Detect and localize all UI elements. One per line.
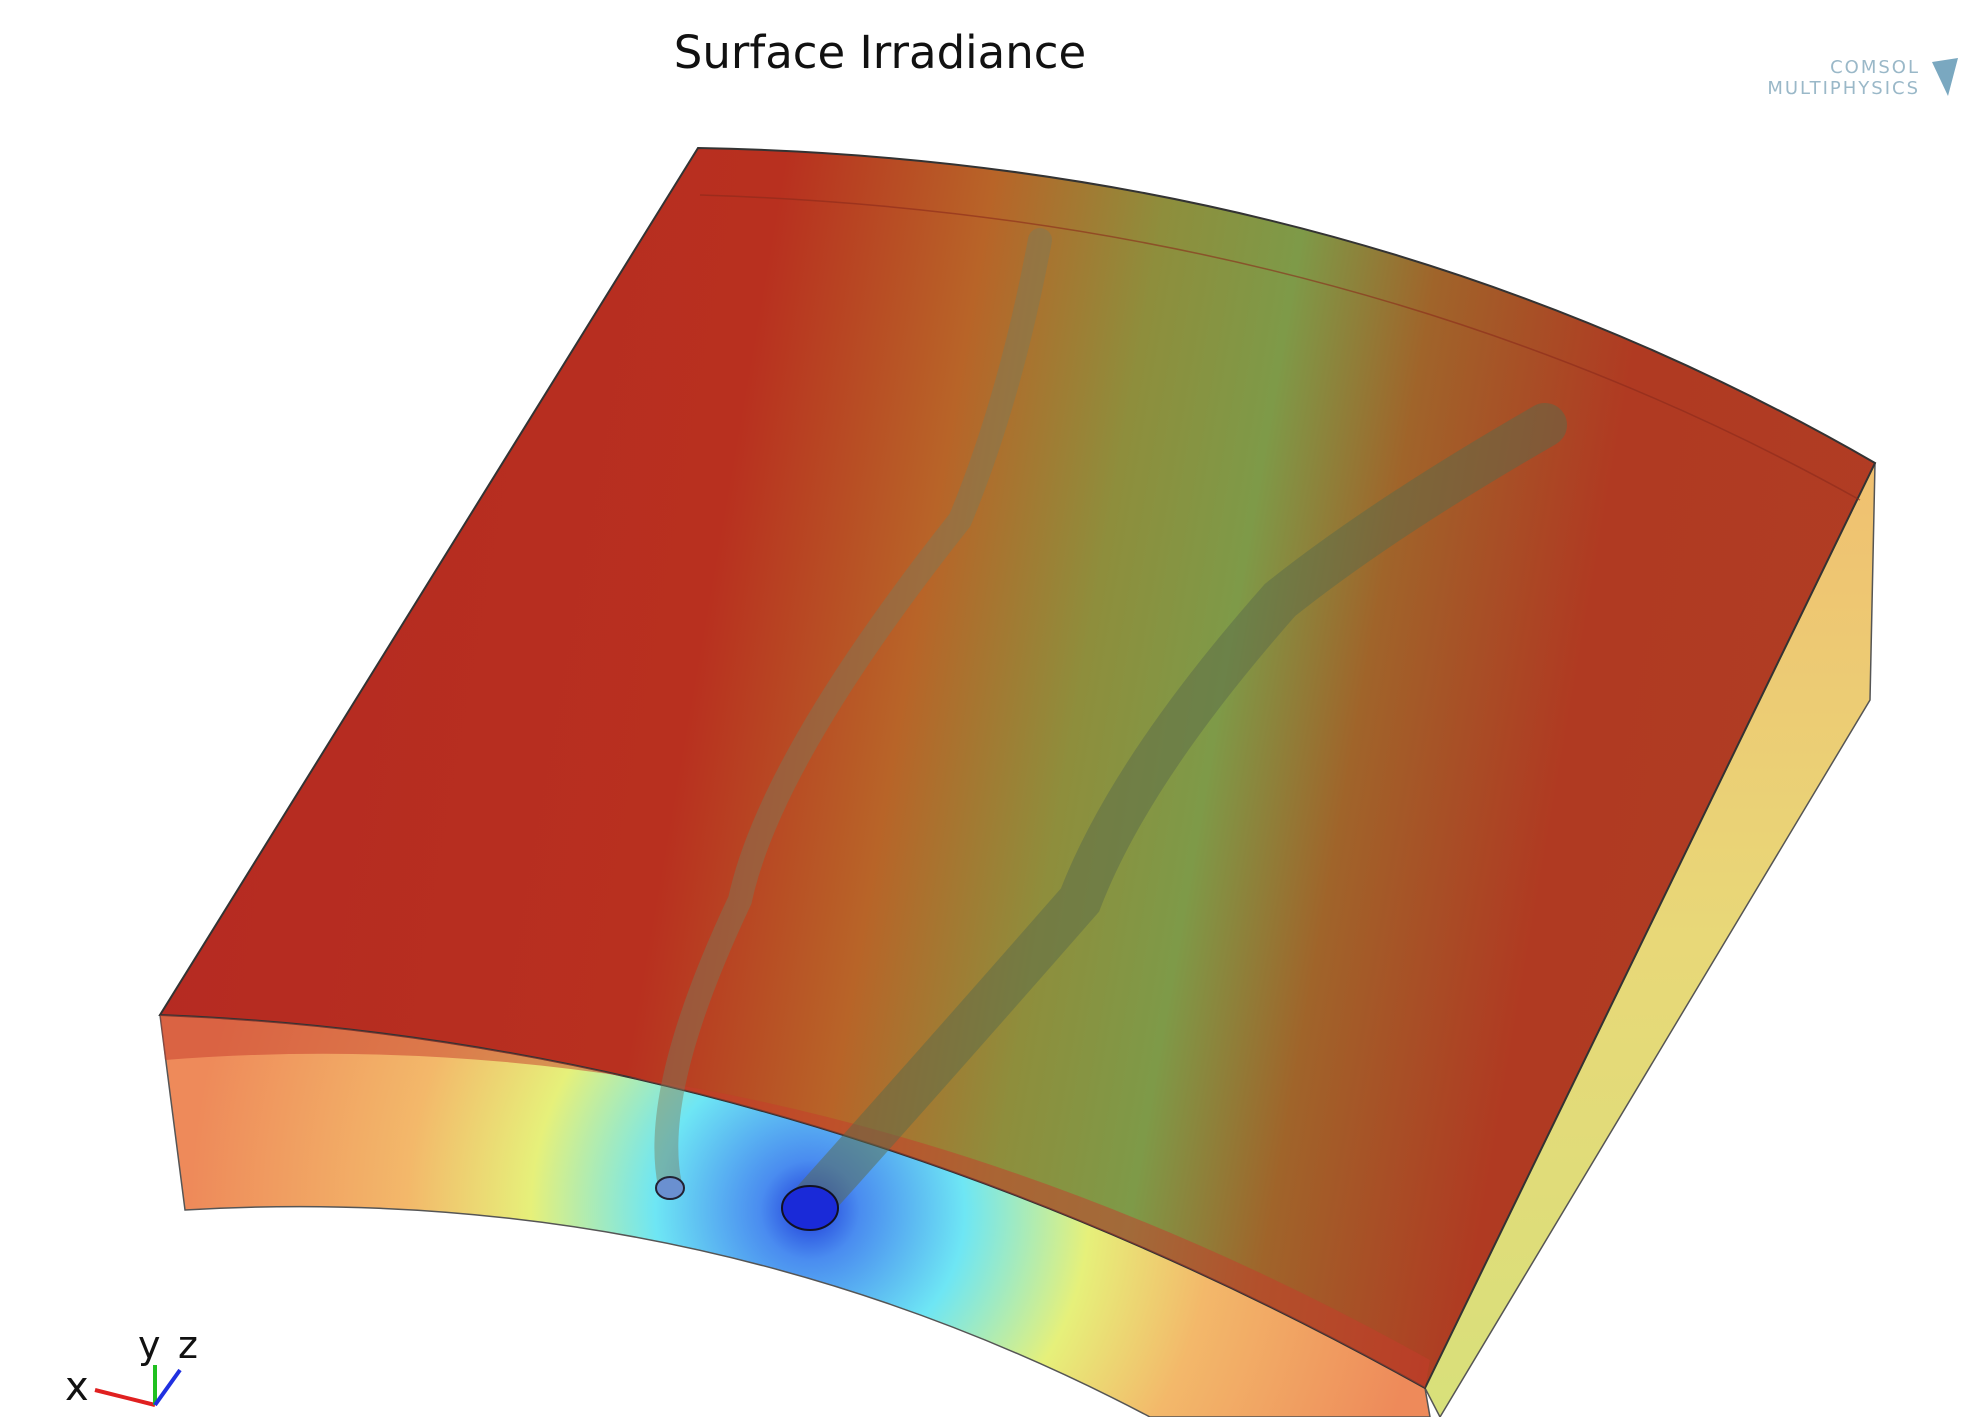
viewport: Surface Irradiance COMSOL MULTIPHYSICS x…: [0, 0, 1961, 1417]
page: Surface Irradiance COMSOL MULTIPHYSICS x…: [0, 0, 1961, 1417]
triad-label: y: [138, 1323, 161, 1367]
tube-outlet: [782, 1186, 838, 1230]
tube-outlet: [656, 1177, 684, 1199]
triad-x: [95, 1390, 155, 1405]
triad-label: z: [178, 1323, 198, 1367]
plot-title: Surface Irradiance: [674, 26, 1086, 79]
triad-label: x: [65, 1364, 89, 1410]
triad-z: [155, 1370, 180, 1405]
logo-mark: [1932, 58, 1958, 96]
logo-line: MULTIPHYSICS: [1767, 78, 1920, 99]
logo-line: COMSOL: [1830, 57, 1920, 78]
